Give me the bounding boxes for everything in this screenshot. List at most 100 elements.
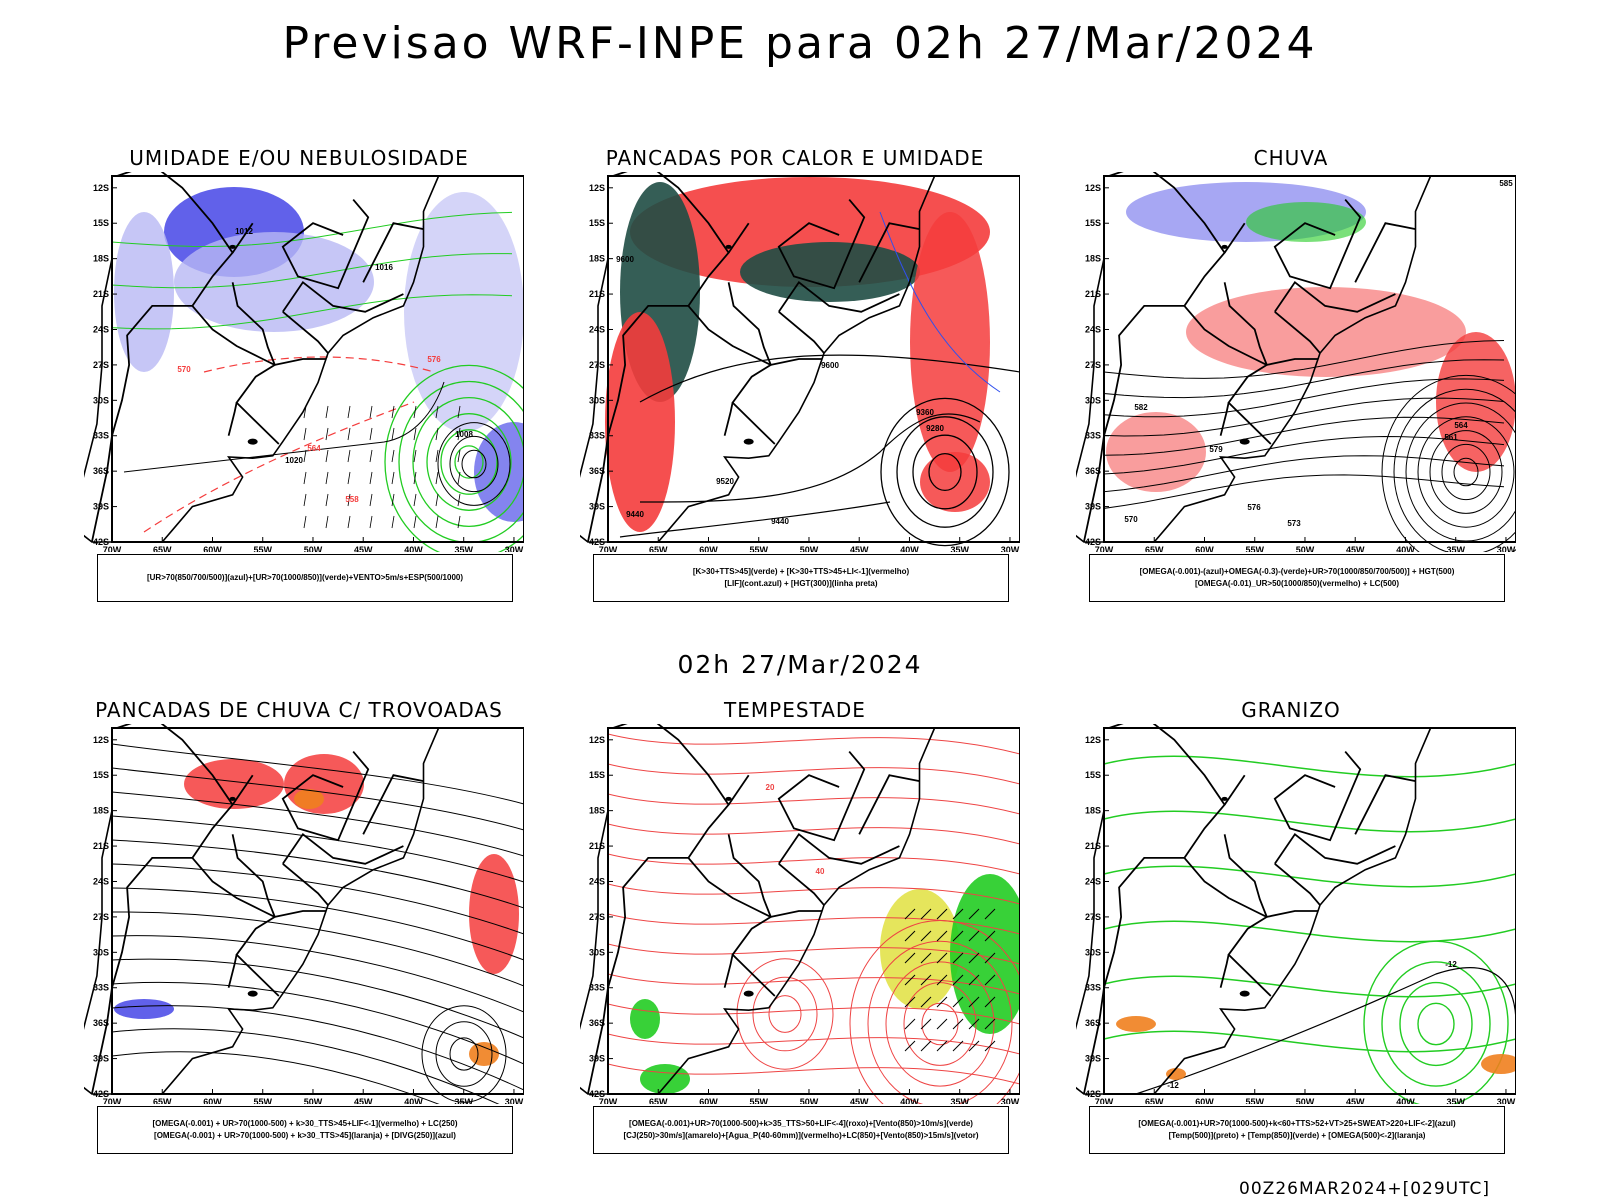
contour-label: 576 bbox=[427, 355, 441, 364]
state-border bbox=[191, 305, 276, 366]
omega-area-orange bbox=[1116, 1016, 1156, 1032]
streamline bbox=[111, 981, 524, 1065]
lat-label: 42S bbox=[93, 1089, 109, 1099]
state-border bbox=[858, 774, 920, 835]
wind-vector bbox=[413, 427, 417, 441]
temperature-500-contour bbox=[1135, 967, 1516, 1095]
cyclone-contour bbox=[440, 429, 498, 495]
lat-label: 12S bbox=[93, 183, 109, 193]
wind-vector bbox=[369, 427, 373, 441]
lat-label: 24S bbox=[1085, 876, 1101, 886]
state-border bbox=[231, 774, 254, 806]
lon-label: 65W bbox=[649, 1097, 668, 1104]
panel-legend: [K>30+TTS>45](verde) + [K>30+TTS>45+LI<-… bbox=[593, 554, 1009, 602]
lon-label: 40W bbox=[900, 545, 919, 552]
contour-label: 564 bbox=[1454, 421, 1468, 430]
state-border bbox=[687, 857, 772, 918]
state-border bbox=[227, 402, 238, 436]
cyclone-contour bbox=[1429, 430, 1503, 514]
state-border bbox=[687, 305, 772, 366]
forecast-time-label: 02h 27/Mar/2024 bbox=[677, 650, 923, 679]
lat-label: 42S bbox=[589, 1089, 605, 1099]
lon-label: 50W bbox=[304, 1097, 323, 1104]
wind-vector bbox=[936, 974, 948, 986]
contour-line bbox=[1103, 416, 1505, 456]
state-border bbox=[282, 832, 404, 865]
panel-legend: [OMEGA(-0.001)+UR>70(1000-500)+k<60+TTS>… bbox=[1089, 1106, 1505, 1154]
wind-vector bbox=[457, 471, 461, 485]
cyclone-contour bbox=[1453, 457, 1479, 487]
wind-vector bbox=[391, 471, 395, 485]
lat-label: 18S bbox=[589, 806, 605, 816]
panel-title: TEMPESTADE bbox=[724, 698, 866, 722]
lat-label: 15S bbox=[1085, 218, 1101, 228]
panel-tempestade: TEMPESTADE 20 40 12S 15S 18S 21S 24S 27S 30S 33S 3… bbox=[580, 698, 1080, 1158]
state-border bbox=[727, 282, 776, 445]
lon-label: 60W bbox=[1195, 545, 1214, 552]
state-border bbox=[1108, 172, 1226, 307]
lon-label: 45W bbox=[354, 1097, 373, 1104]
lat-label: 33S bbox=[589, 431, 605, 441]
lon-label: 45W bbox=[354, 545, 373, 552]
rain-area-red bbox=[1106, 412, 1206, 492]
cyclone-contour bbox=[880, 397, 1010, 547]
cyclone-contour bbox=[454, 445, 484, 479]
lon-label: 70W bbox=[1095, 545, 1114, 552]
wind-vector bbox=[936, 952, 948, 964]
state-border bbox=[777, 199, 866, 290]
wind-vector bbox=[347, 427, 351, 441]
temperature-850-contour bbox=[1103, 975, 1516, 998]
wind-vector bbox=[435, 515, 439, 529]
wind-vector bbox=[920, 908, 932, 920]
streamline bbox=[607, 1033, 1020, 1055]
wind-vector bbox=[369, 449, 373, 463]
state-border bbox=[778, 863, 825, 906]
state-border bbox=[1183, 857, 1268, 918]
contour-label: 40 bbox=[816, 867, 825, 876]
wind-vector bbox=[457, 515, 461, 529]
wind-vector bbox=[984, 1018, 996, 1030]
wind-vector bbox=[952, 930, 964, 942]
temperature-850-contour bbox=[1103, 865, 1516, 888]
wind-vector bbox=[347, 515, 351, 529]
lat-label: 24S bbox=[589, 324, 605, 334]
contour-line bbox=[111, 211, 513, 248]
panel-title: PANCADAS POR CALOR E UMIDADE bbox=[605, 146, 985, 170]
lon-label: 30W bbox=[1497, 545, 1516, 552]
lon-label: 50W bbox=[1296, 1097, 1315, 1104]
lat-label: 27S bbox=[1085, 360, 1101, 370]
height-contour bbox=[639, 413, 981, 503]
coastline bbox=[84, 175, 440, 543]
lat-label: 18S bbox=[1085, 806, 1101, 816]
wind-vector bbox=[904, 952, 916, 964]
state-border bbox=[1354, 222, 1416, 283]
streamline bbox=[111, 1051, 440, 1104]
wind-vector bbox=[984, 974, 996, 986]
lon-label: 35W bbox=[1446, 1097, 1465, 1104]
contour-label: 9440 bbox=[771, 517, 789, 526]
contour-label: 9600 bbox=[616, 255, 634, 264]
omega-area-orange bbox=[1481, 1054, 1516, 1074]
streamline bbox=[607, 943, 1020, 965]
lon-label: 50W bbox=[800, 1097, 819, 1104]
state-border bbox=[1223, 834, 1272, 997]
lon-label: 35W bbox=[454, 545, 473, 552]
panel-title: UMIDADE E/OU NEBULOSIDADE bbox=[129, 146, 469, 170]
state-border bbox=[1354, 774, 1416, 835]
map-tempestade: 20 40 12S 15S 18S 21S 24S 27S 30S 33S 36S 39S 42S70W… bbox=[580, 724, 1020, 1104]
map-chuva: 585 582 579 564 561 576 573 570 12S 15S 18S 21S 24S 2… bbox=[1076, 172, 1516, 552]
wind-vector bbox=[952, 908, 964, 920]
map-frame bbox=[1103, 175, 1516, 543]
height-contour bbox=[639, 354, 1020, 403]
contour-line bbox=[1103, 474, 1505, 509]
panel-legend: [OMEGA(-0.001)+UR>70(1000-500)+k>35_TTS>… bbox=[593, 1106, 1009, 1154]
cyclone-contour bbox=[421, 1005, 507, 1103]
lat-label: 12S bbox=[589, 735, 605, 745]
lat-label: 30S bbox=[93, 395, 109, 405]
lon-label: 70W bbox=[599, 545, 618, 552]
state-border bbox=[778, 832, 900, 865]
state-border bbox=[116, 724, 234, 859]
state-border bbox=[231, 282, 280, 445]
state-border bbox=[1083, 857, 1185, 1095]
contour-label: 573 bbox=[1287, 519, 1301, 528]
